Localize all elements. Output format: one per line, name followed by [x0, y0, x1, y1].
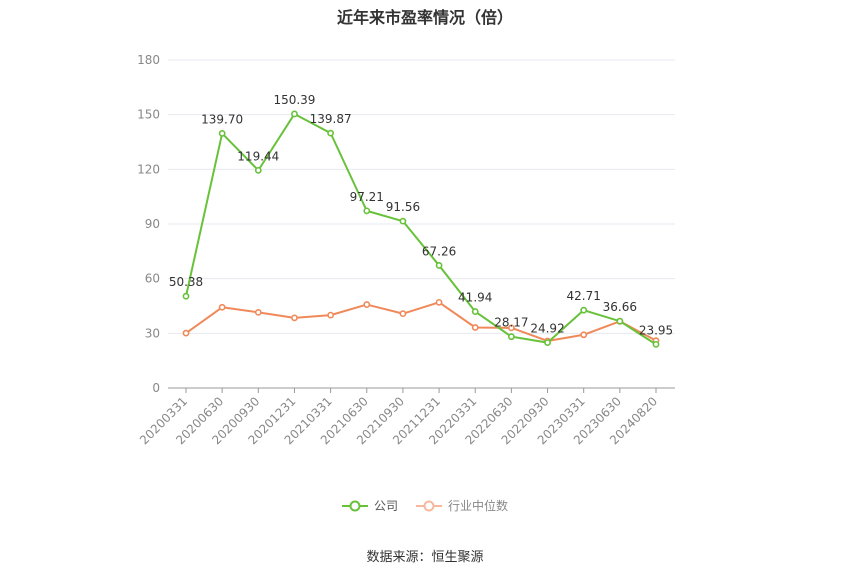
industry-median-point [580, 331, 588, 339]
y-tick-label: 120 [137, 162, 160, 176]
company-point [399, 217, 407, 225]
company-point [291, 110, 298, 118]
industry-median-point [471, 324, 479, 331]
company-point [435, 262, 443, 269]
legend-item-industry-median[interactable]: 行业中位数 [416, 497, 508, 514]
company-data-label: 139.70 [201, 112, 243, 126]
legend-company-marker-icon [341, 500, 368, 511]
industry-median-line [185, 301, 657, 342]
industry-median-point [182, 329, 190, 337]
y-tick-label: 30 [145, 326, 160, 340]
series-layer [182, 110, 660, 348]
company-point [652, 340, 660, 348]
legend-label-company: 公司 [373, 499, 398, 513]
company-data-label: 91.56 [386, 200, 420, 214]
company-data-label: 150.39 [273, 93, 315, 107]
y-tick-label: 150 [137, 108, 160, 122]
company-point [327, 129, 335, 137]
legend-label-industry-median: 行业中位数 [448, 499, 509, 513]
company-data-label: 139.87 [310, 112, 352, 126]
company-data-label: 119.44 [237, 149, 279, 163]
industry-median-point [399, 310, 407, 318]
industry-median-point [291, 314, 298, 322]
company-data-label: 42.71 [567, 289, 601, 303]
industry-median-point [363, 301, 371, 308]
company-data-label: 50.38 [169, 275, 203, 289]
company-data-label: 28.17 [494, 316, 528, 330]
legend-item-company[interactable]: 公司 [341, 497, 398, 514]
industry-median-point [327, 311, 335, 319]
company-data-label: 97.21 [350, 190, 384, 204]
data-source: 数据来源：恒生聚源 [366, 550, 484, 565]
company-data-label: 67.26 [422, 244, 456, 258]
legend-industry-marker-icon [416, 500, 442, 511]
company-point [507, 333, 515, 341]
company-data-label: 23.95 [639, 323, 673, 337]
company-line [185, 112, 657, 346]
company-point [363, 207, 371, 215]
company-point [616, 317, 624, 325]
company-point [544, 339, 551, 346]
company-data-label: 41.94 [458, 291, 492, 305]
company-data-label: 36.66 [603, 300, 637, 314]
industry-median-point [218, 303, 226, 311]
company-point [182, 292, 190, 300]
y-tick-label: 90 [145, 217, 160, 231]
industry-median-point [254, 308, 262, 316]
company-point [471, 308, 479, 315]
company-point [580, 306, 588, 314]
company-point [254, 166, 262, 174]
y-tick-label: 60 [145, 272, 160, 286]
grid-layer [168, 59, 675, 334]
legend: 公司 行业中位数 [0, 497, 850, 514]
industry-median-point [507, 324, 515, 332]
y-tick-label: 180 [137, 53, 160, 67]
company-point [218, 130, 226, 137]
chart-title: 近年来市盈率情况（倍） [336, 8, 513, 27]
y-tick-label: 0 [152, 381, 160, 395]
industry-median-point [435, 298, 443, 306]
company-data-label: 24.92 [530, 322, 564, 336]
